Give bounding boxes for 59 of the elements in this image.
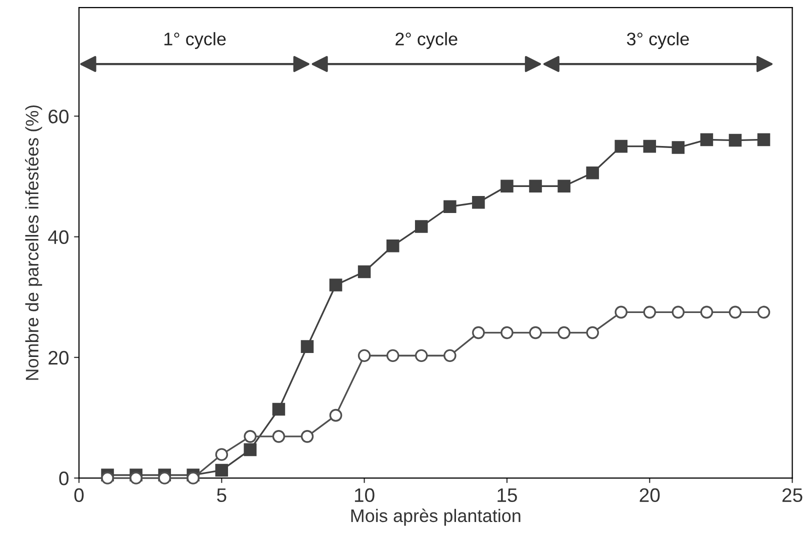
point: [158, 472, 171, 484]
point: [728, 134, 742, 147]
y-axis-title: Nombre de parcelles infestées (%): [25, 105, 42, 380]
point: [558, 180, 570, 193]
point: [244, 430, 257, 443]
point: [757, 306, 770, 319]
point: [558, 326, 570, 340]
point: [386, 349, 400, 362]
point: [272, 402, 286, 416]
point: [358, 349, 371, 362]
point: [472, 326, 485, 340]
point: [329, 408, 342, 422]
x-tick-label: 5: [217, 488, 226, 502]
y-tick-label: 0: [59, 472, 69, 486]
point: [414, 220, 428, 233]
point: [329, 278, 342, 292]
y-tick-label: 40: [48, 230, 69, 244]
point: [101, 472, 114, 484]
point: [386, 239, 400, 252]
point: [300, 430, 314, 443]
x-axis-title: Mois après plantation: [351, 508, 520, 526]
point: [130, 472, 142, 484]
point: [215, 448, 228, 461]
y-tick-label: 60: [48, 110, 69, 124]
point: [643, 306, 656, 319]
point: [700, 306, 714, 319]
point: [500, 326, 514, 340]
point: [444, 349, 456, 362]
annotation: 3° cycle: [626, 32, 689, 49]
point: [529, 180, 542, 193]
x-tick-label: 10: [354, 488, 374, 502]
point: [186, 472, 200, 484]
point: [472, 196, 485, 209]
x-tick-label: 15: [498, 488, 517, 502]
point: [444, 200, 456, 214]
point: [500, 180, 514, 193]
y-tick-label: 20: [48, 350, 69, 365]
point: [728, 306, 742, 319]
point: [529, 326, 542, 340]
point: [244, 443, 257, 456]
point: [272, 430, 286, 443]
point: [757, 133, 770, 146]
point: [672, 306, 685, 319]
annotation: 2° cycle: [396, 32, 458, 49]
x-tick-label: 0: [74, 488, 84, 502]
point: [586, 166, 599, 180]
point: [614, 140, 628, 153]
point: [643, 140, 656, 153]
point: [586, 326, 599, 340]
point: [414, 349, 428, 362]
point: [215, 464, 228, 477]
x-tick-label: 20: [640, 488, 660, 502]
point: [672, 141, 685, 154]
point: [358, 265, 371, 278]
annotation: 1° cycle: [164, 32, 226, 49]
point: [614, 306, 628, 319]
point: [700, 133, 714, 146]
x-tick-label: 25: [782, 488, 802, 502]
point: [300, 340, 314, 353]
